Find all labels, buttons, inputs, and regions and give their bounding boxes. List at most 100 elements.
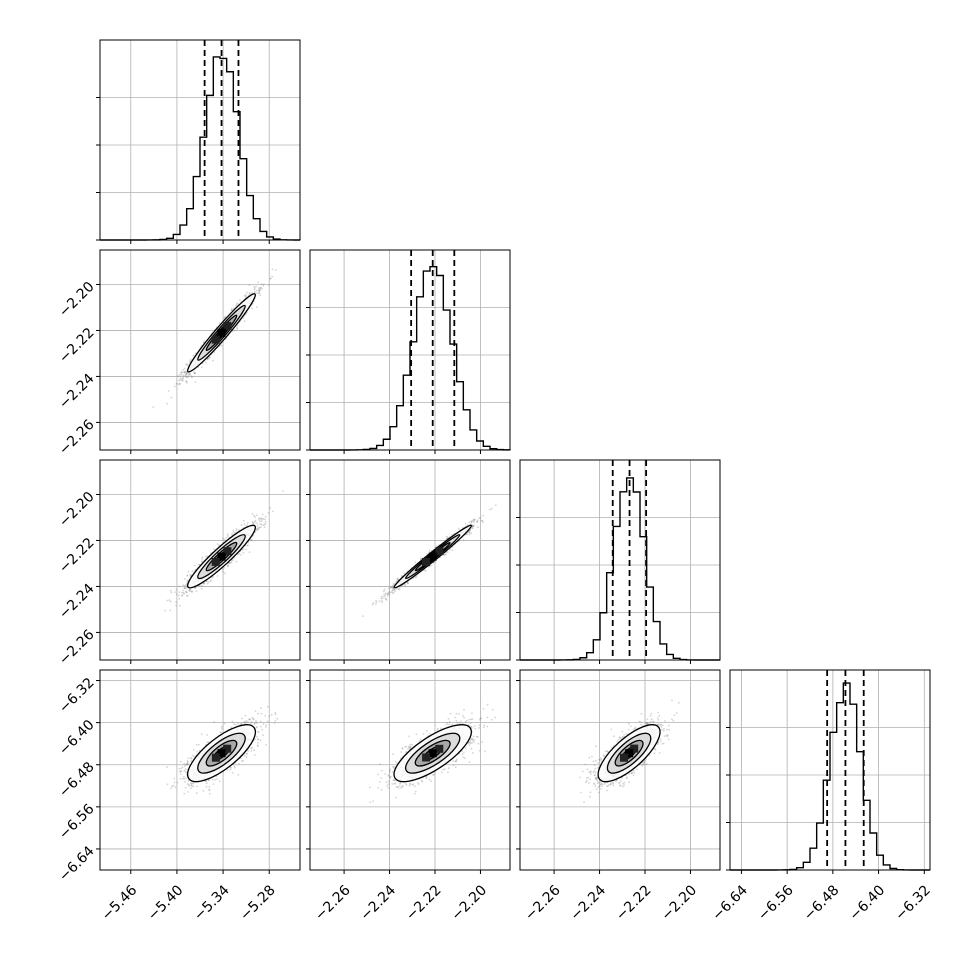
- sample-point: [178, 383, 180, 386]
- density-cell: [217, 552, 226, 561]
- sample-point: [223, 538, 226, 541]
- sample-point: [392, 591, 395, 594]
- sample-point: [476, 520, 478, 523]
- sample-point: [394, 589, 396, 591]
- sample-point: [470, 520, 473, 523]
- sample-point: [185, 380, 188, 383]
- sample-point: [258, 288, 261, 290]
- sample-point: [242, 548, 245, 550]
- sample-point: [274, 269, 277, 271]
- sample-point: [175, 383, 178, 385]
- sample-point: [187, 374, 190, 377]
- sample-point: [258, 287, 260, 289]
- sample-point: [264, 515, 267, 518]
- sample-point: [436, 545, 438, 548]
- sample-point: [164, 609, 166, 612]
- sample-point: [242, 317, 245, 319]
- sample-point: [186, 373, 188, 375]
- sample-point: [259, 286, 262, 289]
- sample-point: [462, 539, 465, 541]
- sample-point: [259, 517, 262, 520]
- sample-point: [252, 523, 255, 526]
- sample-point: [482, 514, 485, 517]
- sample-point: [185, 584, 187, 587]
- sample-point: [383, 593, 385, 596]
- sample-point: [200, 366, 203, 369]
- sample-point: [264, 520, 267, 523]
- sample-point: [392, 583, 395, 585]
- sample-point: [245, 548, 248, 551]
- histogram-step: [100, 56, 301, 241]
- sample-point: [457, 527, 460, 530]
- sample-point: [256, 528, 259, 531]
- sample-point: [232, 559, 235, 561]
- sample-point: [391, 589, 394, 592]
- sample-point: [184, 371, 186, 374]
- sample-point: [257, 517, 260, 520]
- sample-point: [262, 284, 264, 287]
- sample-point: [193, 371, 195, 373]
- sample-point: [398, 588, 400, 591]
- sample-point: [182, 589, 184, 592]
- sample-point: [267, 284, 270, 287]
- sample-point: [473, 518, 476, 521]
- sample-point: [255, 285, 257, 288]
- sample-point: [468, 531, 470, 534]
- density-cell: [211, 557, 220, 566]
- marginal-histogram-panel: [516, 459, 721, 664]
- panel-content: [100, 250, 300, 450]
- sample-point: [185, 594, 188, 597]
- sample-point: [207, 581, 210, 583]
- sample-point: [387, 591, 390, 594]
- sample-point: [468, 521, 471, 524]
- sample-point: [186, 574, 189, 577]
- marginal-histogram-panel: [306, 249, 511, 454]
- sample-point: [179, 378, 182, 381]
- sample-point: [392, 587, 394, 589]
- sample-point: [229, 562, 232, 564]
- sample-point: [185, 590, 187, 593]
- sample-point: [213, 548, 215, 551]
- sample-point: [203, 582, 206, 584]
- sample-point: [239, 299, 241, 301]
- sample-point: [476, 519, 479, 522]
- sample-point: [470, 521, 473, 523]
- sample-point: [245, 293, 248, 296]
- sample-point: [212, 359, 214, 362]
- sample-point: [207, 357, 210, 359]
- sample-point: [221, 568, 224, 571]
- sample-point: [464, 522, 467, 525]
- sample-point: [260, 520, 263, 522]
- sample-point: [241, 548, 244, 551]
- sample-point: [372, 602, 375, 605]
- sample-point: [222, 537, 224, 540]
- axes-frame: [99, 39, 301, 241]
- sample-point: [173, 385, 176, 388]
- sample-point: [185, 374, 187, 376]
- sample-point: [444, 553, 447, 556]
- sample-point: [396, 580, 398, 582]
- sample-point: [375, 601, 378, 603]
- density-cell: [217, 328, 226, 337]
- sample-point: [257, 292, 260, 295]
- sample-point: [252, 534, 255, 537]
- sample-point: [428, 550, 431, 553]
- sample-point: [488, 508, 491, 511]
- sample-point: [476, 521, 479, 523]
- sample-point: [260, 518, 263, 520]
- sample-point: [258, 290, 260, 293]
- sample-point: [227, 564, 230, 567]
- sample-point: [262, 518, 265, 520]
- sample-point: [258, 526, 261, 529]
- sample-point: [393, 583, 396, 585]
- sample-point: [427, 565, 430, 568]
- sample-point: [388, 590, 391, 593]
- axes-frame: [519, 459, 721, 661]
- sample-point: [404, 583, 406, 585]
- sample-point: [429, 564, 432, 567]
- sample-point: [179, 604, 181, 607]
- sample-point: [443, 554, 446, 556]
- sample-point: [482, 521, 484, 523]
- sample-point: [261, 287, 263, 290]
- axes-frame: [309, 459, 511, 661]
